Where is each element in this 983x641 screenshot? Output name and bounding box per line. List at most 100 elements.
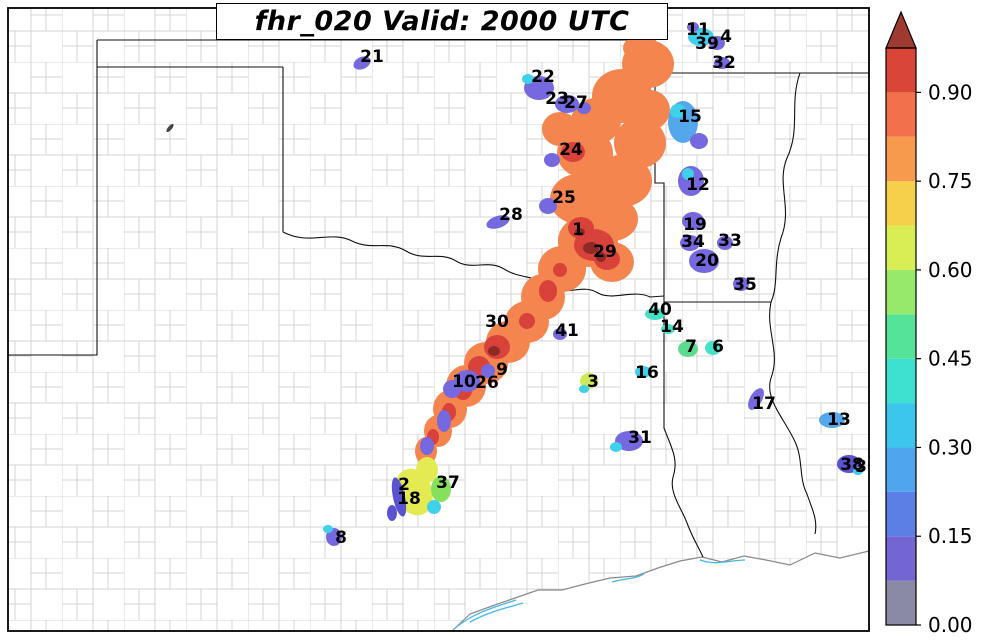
probability-blobs	[166, 10, 863, 546]
water-line	[454, 599, 517, 629]
storm-object-label: 21	[360, 47, 384, 67]
probability-blob	[690, 133, 708, 149]
probability-blob	[420, 437, 434, 455]
storm-object-label: 20	[695, 251, 719, 271]
probability-blob	[714, 57, 730, 69]
probability-blob	[580, 373, 598, 389]
colorbar-tick-label: 0.60	[928, 258, 973, 282]
colorbar-extend-arrow	[885, 10, 917, 49]
probability-blob	[431, 476, 451, 502]
gulf-water	[452, 551, 869, 631]
coastal-water-lines	[454, 559, 746, 629]
figure-title: fhr_020 Valid: 2000 UTC	[254, 6, 630, 37]
storm-object-label: 25	[552, 188, 576, 208]
colorbar-segment	[886, 491, 916, 537]
probability-blob	[539, 280, 557, 302]
storm-object-label: 7	[685, 337, 697, 357]
title-box: fhr_020 Valid: 2000 UTC	[216, 3, 668, 40]
colorbar-segment	[886, 536, 916, 581]
probability-blob	[323, 525, 333, 533]
probability-blob	[717, 236, 733, 250]
probability-blob	[166, 123, 174, 133]
storm-object-label: 38	[840, 455, 864, 475]
colorbar-segment	[886, 136, 916, 182]
probability-blob	[610, 442, 622, 452]
probability-blob	[555, 95, 579, 113]
probability-blob	[645, 308, 665, 320]
storm-object-label: 19	[683, 215, 707, 235]
colorbar-segment	[886, 269, 916, 315]
colorbar-segment	[886, 225, 916, 270]
storm-object-label: 12	[686, 175, 710, 195]
probability-blob	[486, 215, 510, 229]
colorbar-segment	[886, 403, 916, 448]
storm-object-label: 35	[733, 275, 757, 295]
storm-object-label: 23	[545, 89, 569, 109]
probability-blob	[519, 313, 535, 329]
storm-object-label: 27	[564, 93, 588, 113]
water-line	[469, 602, 524, 623]
probability-blob	[709, 36, 725, 50]
storm-object-label: 28	[499, 205, 523, 225]
colorbar-tick-label: 0.00	[928, 613, 973, 637]
probability-blob	[443, 380, 461, 398]
probability-blob	[596, 252, 606, 262]
storm-object-label: 37	[436, 473, 460, 493]
probability-blob	[481, 364, 495, 378]
probability-blob	[678, 341, 698, 357]
storm-object-label: 41	[555, 321, 579, 341]
colorbar-tick-label: 0.75	[928, 169, 973, 193]
probability-blob	[391, 477, 407, 517]
colorbar-segment	[886, 358, 916, 404]
storm-object-label: 1	[572, 220, 584, 240]
probability-blob	[853, 467, 863, 475]
probability-blob	[688, 28, 714, 46]
storm-object-label: 39	[695, 34, 719, 54]
probability-blob	[733, 277, 749, 291]
storm-object-label: 3	[587, 372, 599, 392]
colorbar-segment	[886, 92, 916, 137]
probability-blob	[353, 56, 371, 70]
colorbar-tick-label: 0.90	[928, 80, 973, 104]
colorbar-segment	[886, 447, 916, 492]
storm-object-label: 33	[718, 231, 742, 251]
colorbar: 0.90 0.75 0.60 0.45 0.30 0.15 0.00	[885, 10, 973, 637]
county-lines	[8, 8, 869, 631]
probability-blob	[819, 412, 845, 428]
probability-blob	[748, 388, 764, 410]
storm-object-label: 30	[485, 312, 509, 332]
probability-blob	[416, 457, 438, 483]
state-border-line	[282, 231, 665, 298]
probability-blob	[682, 168, 694, 180]
probability-blob	[553, 328, 567, 340]
storm-object-label: 14	[660, 317, 684, 337]
colorbar-tick-label: 0.15	[928, 524, 973, 548]
water-line	[611, 573, 645, 583]
storm-object-label: 31	[628, 428, 652, 448]
probability-blob	[544, 153, 560, 167]
storm-object-label: 4	[720, 27, 732, 47]
colorbar-tick-label: 0.45	[928, 347, 973, 371]
storm-object-label: 15	[678, 107, 702, 127]
storm-object-label: 11	[686, 20, 710, 40]
probability-blob	[689, 249, 719, 273]
storm-object-label: 22	[531, 67, 555, 87]
storm-object-label: 13	[827, 410, 851, 430]
storm-object-label: 26	[475, 373, 499, 393]
probability-blob	[592, 155, 652, 207]
storm-object-label: 8	[335, 528, 347, 548]
probability-blob	[670, 104, 686, 118]
colorbar-segment	[886, 48, 916, 93]
colorbar-tick-label: 0.30	[928, 435, 973, 459]
probability-blob	[488, 346, 500, 356]
storm-object-label: 10	[452, 372, 476, 392]
probability-blob	[575, 228, 585, 236]
storm-object-label: 9	[496, 360, 508, 380]
storm-object-label: 16	[635, 363, 659, 383]
probability-blob	[539, 198, 557, 214]
probability-blob	[437, 410, 451, 432]
probability-blob	[687, 22, 699, 32]
